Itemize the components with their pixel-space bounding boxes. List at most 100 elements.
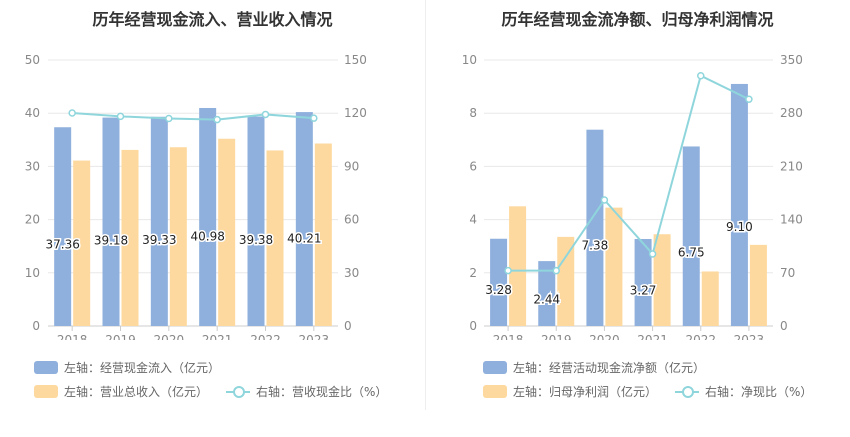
- y-right-tick-label: 60: [344, 213, 359, 227]
- y-left-tick-label: 20: [25, 213, 40, 227]
- bar-primary-2023: [295, 112, 313, 327]
- legend-swatch: [34, 385, 58, 398]
- ratio-line: [508, 74, 750, 272]
- y-left-tick-label: 40: [25, 106, 40, 120]
- legend-label: 左轴：经营活动现金流净额（亿元）: [513, 361, 706, 375]
- bar-primary-2018: [490, 238, 508, 326]
- x-tick-label: 2020: [154, 333, 185, 340]
- bar-data-label: 3.27: [630, 283, 657, 297]
- bar-primary-2018: [54, 127, 72, 326]
- y-left-tick-label: 10: [462, 53, 477, 67]
- ratio-line: [72, 112, 314, 121]
- legend-row-1: 左轴：经营现金流入（亿元）: [34, 359, 238, 376]
- bar-data-label: 9.10: [726, 220, 753, 234]
- legend-item-net-cash-flow[interactable]: 左轴：经营活动现金流净额（亿元）: [483, 359, 705, 376]
- bar-data-label: 3.28: [485, 283, 512, 297]
- y-right-tick-label: 120: [344, 106, 367, 120]
- ratio-point-2021: [213, 115, 221, 124]
- ratio-point-2018: [68, 109, 76, 117]
- bar-primary-2021: [199, 107, 217, 327]
- y-left-tick-label: 4: [469, 213, 477, 227]
- y-left-tick-label: 2: [469, 266, 477, 280]
- y-right-tick-label: 0: [780, 319, 788, 333]
- bar-data-label: 39.33: [142, 233, 176, 247]
- bar-secondary-2019: [121, 149, 139, 326]
- bar-secondary-2021: [653, 234, 671, 326]
- legend-label: 左轴：营业总收入（亿元）: [64, 385, 209, 399]
- ratio-point-2021: [648, 250, 657, 258]
- bar-primary-2019: [538, 261, 556, 326]
- legend-label: 左轴：归母净利润（亿元）: [513, 385, 658, 399]
- bar-data-label: 40.21: [287, 231, 321, 245]
- chart-title: 历年经营现金流入、营业收入情况: [92, 10, 333, 29]
- panel-divider: [425, 0, 426, 410]
- legend-row-1: 左轴：经营活动现金流净额（亿元）: [483, 359, 723, 376]
- ratio-point-2022: [697, 71, 705, 80]
- bar-secondary-2021: [218, 138, 236, 326]
- legend-item-revenue[interactable]: 左轴：营业总收入（亿元）: [34, 383, 208, 400]
- legend-swatch: [483, 385, 507, 398]
- x-tick-label: 2023: [734, 333, 765, 340]
- ratio-point-2023: [745, 95, 753, 103]
- legend-swatch: [483, 361, 507, 374]
- x-tick-label: 2021: [202, 333, 233, 340]
- legend-item-net-cash-ratio[interactable]: 右轴：净现比（%）: [675, 383, 812, 400]
- x-tick-label: 2022: [250, 333, 281, 340]
- legend-label: 右轴：营收现金比（%）: [256, 385, 388, 399]
- bar-secondary-2020: [169, 147, 187, 326]
- legend-item-net-profit[interactable]: 左轴：归母净利润（亿元）: [483, 383, 657, 400]
- bar-secondary-2022: [266, 150, 284, 326]
- legend-swatch: [34, 361, 58, 374]
- y-right-tick-label: 90: [344, 159, 359, 173]
- x-tick-label: 2019: [105, 333, 136, 340]
- y-left-tick-label: 10: [25, 266, 40, 280]
- bar-data-label: 40.98: [190, 230, 224, 244]
- x-tick-label: 2022: [685, 333, 716, 340]
- ratio-point-2018: [504, 266, 512, 275]
- y-left-tick-label: 6: [469, 159, 477, 173]
- ratio-point-2019: [116, 112, 125, 121]
- bar-data-label: 7.38: [582, 239, 609, 253]
- bar-secondary-2020: [605, 207, 623, 326]
- bar-data-label: 39.18: [94, 234, 128, 248]
- legend-label: 左轴：经营现金流入（亿元）: [64, 361, 221, 375]
- bar-secondary-2018: [73, 160, 91, 326]
- bar-primary-2020: [586, 129, 604, 326]
- y-right-tick-label: 210: [780, 159, 803, 173]
- chart-plot-area: 0 10 20 30 40 50 0 30 60 90 120 150 2018 2019 2020 2021…: [25, 53, 367, 340]
- legend-label: 右轴：净现比（%）: [705, 385, 813, 399]
- ratio-point-2020: [600, 196, 609, 204]
- y-left-tick-label: 0: [469, 319, 477, 333]
- bar-secondary-2019: [557, 236, 575, 326]
- legend-item-revenue-cash-ratio[interactable]: 右轴：营收现金比（%）: [226, 383, 387, 400]
- x-tick-label: 2023: [299, 333, 330, 340]
- ratio-point-2019: [552, 266, 560, 275]
- x-tick-label: 2019: [541, 333, 572, 340]
- bar-data-label: 37.36: [45, 238, 79, 252]
- y-right-tick-label: 280: [780, 106, 803, 120]
- bar-primary-2019: [102, 117, 120, 326]
- bar-primary-2020: [150, 116, 168, 326]
- y-left-tick-label: 50: [25, 53, 40, 67]
- bar-secondary-2018: [509, 206, 527, 326]
- bar-secondary-2023: [314, 143, 332, 326]
- ratio-point-2023: [310, 114, 318, 122]
- chart-plot-area: 0 2 4 6 8 10 0 70 140 210 280 350 2018 2019 2020 2021 20…: [462, 53, 803, 340]
- y-right-tick-label: 70: [780, 266, 795, 280]
- bar-secondary-2022: [701, 271, 719, 326]
- x-tick-label: 2018: [57, 333, 88, 340]
- legend-row-2: 左轴：归母净利润（亿元） 右轴：净现比（%）: [483, 383, 830, 400]
- chart-title: 历年经营现金流净额、归母净利润情况: [501, 10, 774, 29]
- bar-primary-2022: [682, 146, 700, 326]
- y-right-tick-label: 140: [780, 213, 803, 227]
- legend-line-marker: [675, 385, 700, 398]
- y-right-tick-label: 150: [344, 53, 367, 67]
- y-right-tick-label: 350: [780, 53, 803, 67]
- y-right-tick-label: 0: [344, 319, 352, 333]
- legend-row-2: 左轴：营业总收入（亿元） 右轴：营收现金比（%）: [34, 383, 405, 400]
- bar-secondary-2023: [749, 244, 767, 326]
- legend-item-cash-inflow[interactable]: 左轴：经营现金流入（亿元）: [34, 359, 220, 376]
- bar-primary-2021: [634, 239, 652, 326]
- ratio-point-2020: [165, 114, 173, 123]
- x-tick-label: 2018: [493, 333, 524, 340]
